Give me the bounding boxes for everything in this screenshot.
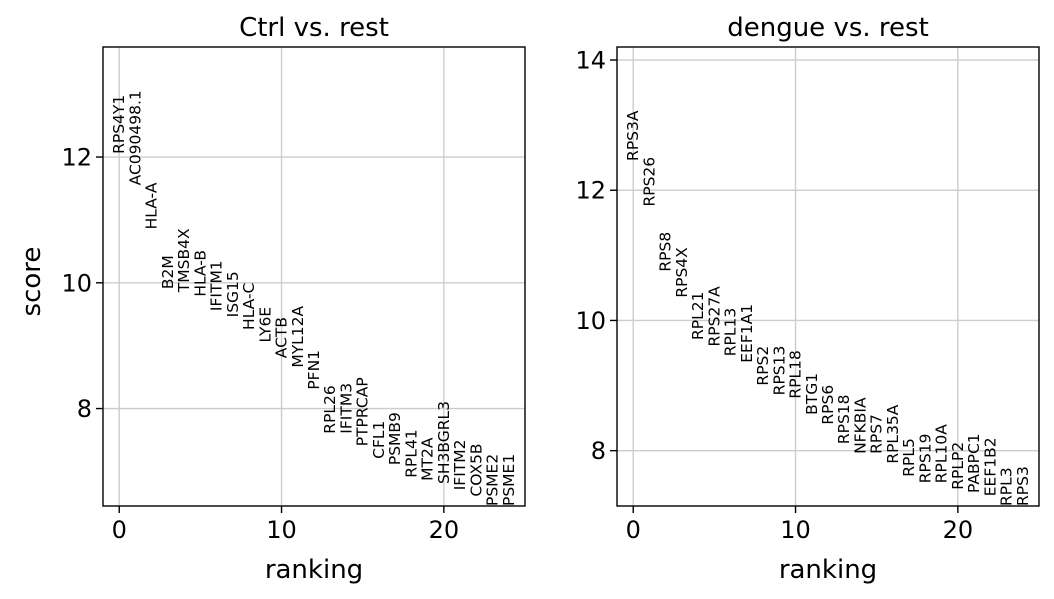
x-tick-label: 0 [626, 516, 641, 544]
gene-label: RPL18 [787, 350, 805, 398]
gene-label: AC090498.1 [126, 90, 144, 185]
y-tick-label: 8 [591, 437, 606, 465]
x-tick-label: 10 [780, 516, 811, 544]
gene-label: RPS19 [916, 434, 934, 484]
gene-label: RPL35A [884, 404, 902, 463]
gene-label: RPLP2 [949, 442, 967, 490]
gene-label: RPL26 [321, 385, 339, 433]
gene-label: RPS27A [705, 286, 723, 347]
gene-label: RPL10A [933, 424, 951, 483]
plot-frame [102, 46, 526, 507]
gene-label: PSMB9 [386, 412, 404, 465]
y-tick-label: 8 [77, 395, 92, 423]
y-axis-label: score [17, 247, 47, 317]
gene-label: MYL12A [289, 305, 307, 367]
gene-label: HLA-C [240, 283, 258, 330]
gene-label: HLA-A [143, 182, 161, 229]
gene-label: COX5B [467, 443, 485, 496]
x-tick-label: 10 [266, 516, 297, 544]
gene-label: PSME1 [500, 454, 518, 506]
gene-label: ISG15 [224, 271, 242, 317]
gene-label: EEF1A1 [738, 304, 756, 363]
gene-label: IFITM3 [337, 383, 355, 434]
gene-label: RPL13 [722, 308, 740, 356]
gene-label: RPS13 [770, 346, 788, 396]
gene-label: CFL1 [370, 421, 388, 459]
gene-label: ACTB [273, 317, 291, 358]
gene-label: SH3BGRL3 [435, 401, 453, 484]
gene-label: EEF1B2 [981, 437, 999, 496]
gene-label: RPS26 [640, 157, 658, 207]
gene-label: TMSB4X [175, 228, 193, 293]
panel-1: 0 10 20 8 10 12 Ctrl vs. rest ranking score RPS4Y… [17, 13, 526, 585]
gene-label: LY6E [256, 307, 274, 343]
gene-label: RPL3 [998, 467, 1016, 506]
x-axis-label: ranking [779, 555, 877, 585]
gene-label: RPS18 [835, 394, 853, 444]
panel-title: dengue vs. rest [727, 13, 929, 43]
gene-label: MT2A [419, 437, 437, 481]
gene-label: NFKBIA [851, 397, 869, 454]
y-tick-label: 12 [61, 144, 92, 172]
gene-label: RPS7 [868, 414, 886, 454]
gene-label: RPL5 [900, 438, 918, 477]
gene-label: PFN1 [305, 350, 323, 390]
x-tick-label: 0 [112, 516, 127, 544]
y-tick-label: 14 [575, 47, 606, 75]
gene-label: RPS4X [673, 247, 691, 298]
gene-label: BTG1 [803, 373, 821, 415]
gene-label: RPS6 [819, 385, 837, 425]
gene-label: PTPRCAP [354, 377, 372, 446]
panel-title: Ctrl vs. rest [239, 13, 389, 43]
gene-label: PSME2 [484, 454, 502, 506]
gene-label: HLA-B [191, 250, 209, 297]
plot-frame [616, 46, 1040, 507]
gene-label: RPS2 [754, 346, 772, 386]
gene-label: IFITM1 [208, 260, 226, 311]
gene-label: RPS3A [624, 110, 642, 161]
y-tick-label: 10 [61, 269, 92, 297]
gene-label: RPS3 [1014, 466, 1032, 506]
x-tick-label: 20 [943, 516, 974, 544]
gene-label: IFITM2 [451, 440, 469, 491]
y-tick-label: 12 [575, 177, 606, 205]
gene-label: PABPC1 [965, 433, 983, 493]
x-tick-label: 20 [429, 516, 460, 544]
y-tick-label: 10 [575, 307, 606, 335]
gene-label: RPL21 [689, 291, 707, 339]
x-axis-label: ranking [265, 555, 363, 585]
gene-label: RPL41 [402, 429, 420, 477]
gene-label: B2M [159, 255, 177, 289]
gene-label: RPS8 [657, 232, 675, 272]
gene-label: RPS4Y1 [110, 95, 128, 154]
